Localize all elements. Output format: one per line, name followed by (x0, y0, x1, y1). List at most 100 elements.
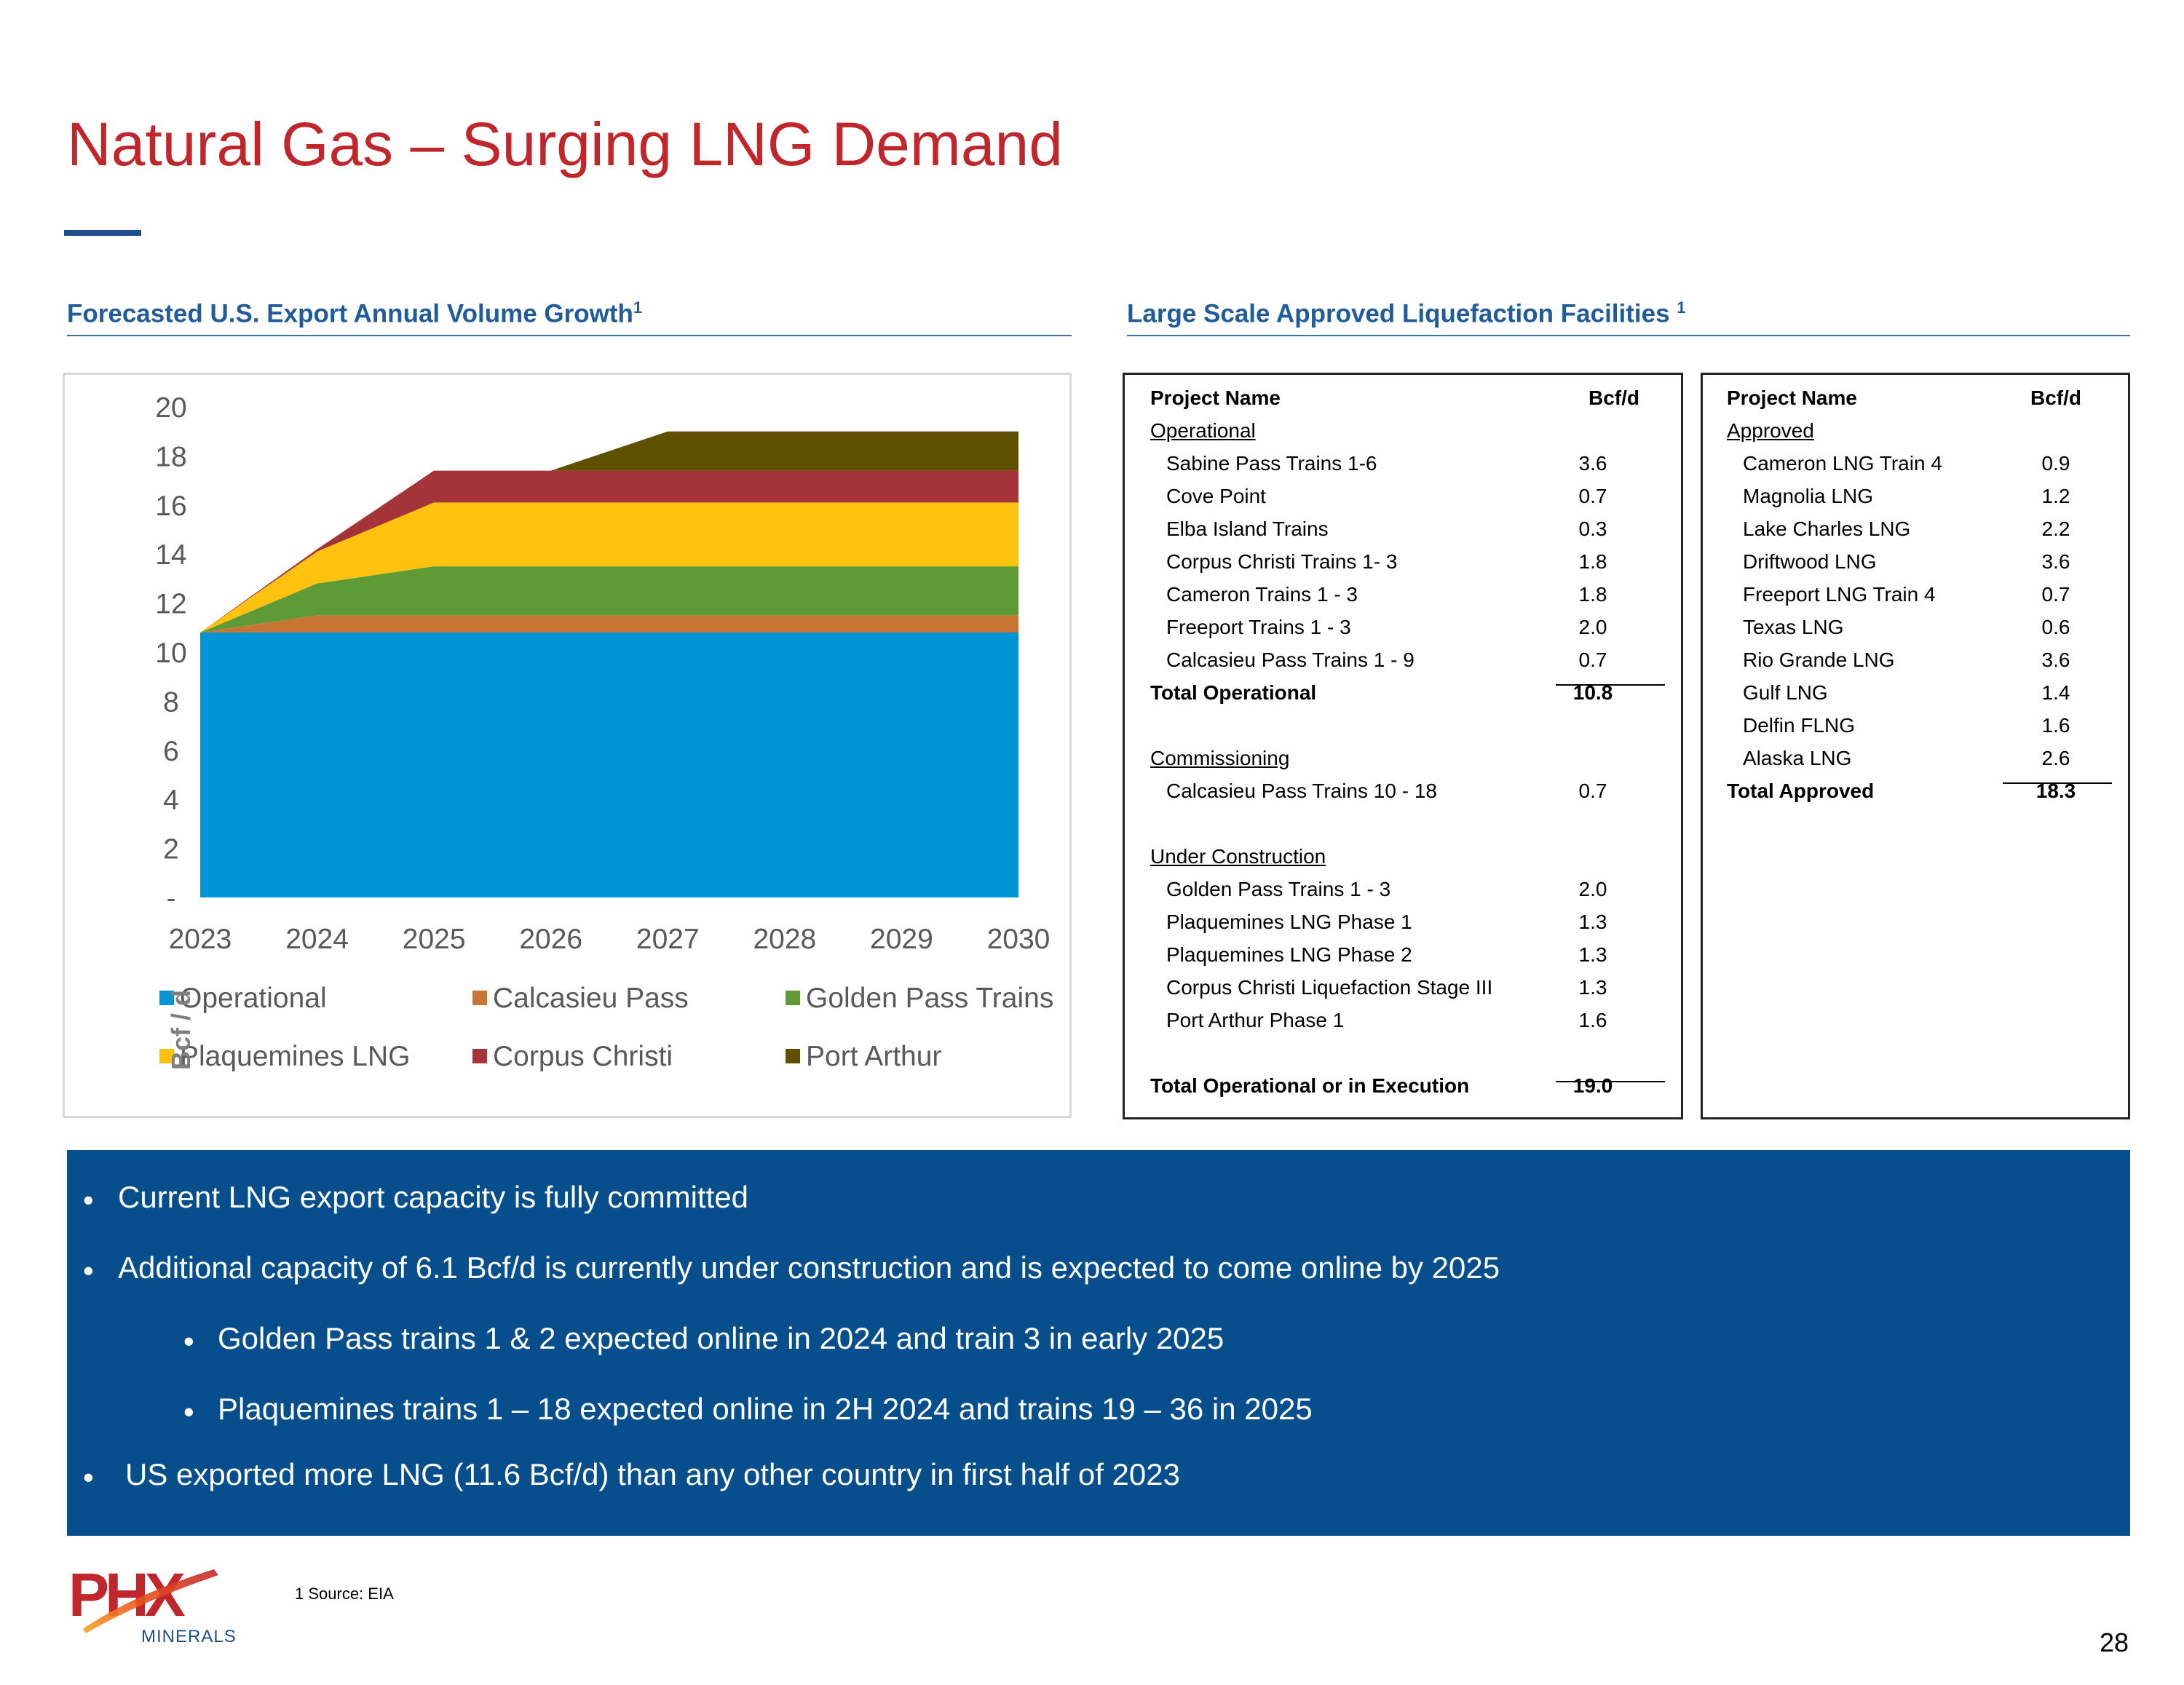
legend-swatch (159, 991, 174, 1005)
total-approved-label: Total Approved (1727, 780, 1875, 802)
section-commissioning: Commissioning (1150, 747, 1290, 769)
chart-section-title-text: Forecasted U.S. Export Annual Volume Gro… (67, 299, 633, 328)
table-row-value: 1.3 (1578, 943, 1607, 966)
x-tick-label: 2024 (285, 924, 349, 955)
total-operational-value: 10.8 (1572, 681, 1613, 704)
x-tick-label: 2027 (636, 924, 700, 955)
legend-label: Corpus Christi (493, 1041, 673, 1072)
grand-total-rule (1556, 1081, 1665, 1082)
series-area-plaquemines-lng (200, 502, 1018, 633)
y-tick-label: 10 (155, 638, 186, 669)
total-operational-label: Total Operational (1150, 681, 1317, 704)
bullet-item: Current LNG export capacity is fully com… (118, 1180, 748, 1214)
chart-panel: -2 4 6 8 10 12 14 16 18 20 2023 2024 2025 2026 2027 20… (63, 373, 1072, 1118)
table-row: Cameron LNG Train 4 (1743, 452, 1942, 475)
table-row: Gulf LNG (1743, 681, 1828, 704)
logo-mark-text: PHX (68, 1565, 186, 1629)
chart-y-ticks: - 2 4 6 8 10 12 14 16 18 20 (155, 392, 186, 914)
section-under-construction: Under Construction (1150, 845, 1326, 868)
chart-areas (200, 431, 1018, 897)
subtotal-rule (2003, 782, 2112, 784)
chart-section-title: Forecasted U.S. Export Annual Volume Gro… (67, 298, 642, 329)
table-row: Lake Charles LNG (1743, 518, 1911, 540)
chart-section-footnote-ref: 1 (633, 298, 643, 317)
legend-label: Operational (180, 983, 327, 1014)
bullet-dot: • (183, 1324, 194, 1358)
bullet-dot: • (183, 1395, 194, 1429)
y-tick-label: 20 (155, 392, 186, 424)
table-row: Texas LNG (1743, 616, 1844, 638)
series-area-operational (200, 633, 1018, 897)
col-header-project: Project Name (1150, 386, 1281, 409)
x-tick-label: 2028 (753, 924, 816, 955)
y-tick-label: 2 (163, 834, 179, 865)
page-title: Natural Gas – Surging LNG Demand (67, 110, 1063, 178)
y-tick-label: 8 (163, 686, 179, 718)
y-tick-label: 16 (155, 491, 186, 522)
legend-label: Calcasieu Pass (493, 983, 689, 1014)
table-row-value: 3.6 (2041, 550, 2070, 573)
key-points-panel: • Current LNG export capacity is fully c… (67, 1150, 2130, 1536)
bullet-subitem: Golden Pass trains 1 & 2 expected online… (218, 1321, 1224, 1355)
col-header-project: Project Name (1727, 386, 1857, 409)
y-tick-label: 12 (155, 589, 186, 620)
subtotal-rule (1556, 684, 1665, 686)
series-area-golden-pass-trains (200, 566, 1018, 633)
table-row: Corpus Christi Liquefaction Stage III (1166, 976, 1493, 999)
table-row-value: 3.6 (2041, 649, 2070, 671)
x-tick-label: 2025 (403, 924, 466, 955)
table-row: Plaquemines LNG Phase 1 (1166, 911, 1412, 933)
table-row: Cameron Trains 1 - 3 (1166, 583, 1358, 606)
chart-section-rule (67, 335, 1072, 336)
y-tick-label: 6 (163, 736, 179, 767)
x-tick-label: 2029 (870, 924, 933, 955)
table-row-value: 2.6 (2041, 747, 2070, 769)
bullet-dot: • (83, 1460, 94, 1494)
series-area-port-arthur (200, 431, 1018, 633)
legend-swatch (786, 991, 800, 1005)
table-row-value: 2.0 (1578, 878, 1607, 900)
page-number: 28 (2100, 1627, 2129, 1657)
facilities-table-approved: Project Name Bcf/d Approved Cameron LNG … (1701, 373, 2130, 1119)
table-section-rule (1127, 335, 2130, 336)
grand-total-value: 19.0 (1572, 1074, 1613, 1097)
table-row-value: 0.9 (2041, 452, 2070, 475)
legend-label: Port Arthur (806, 1041, 941, 1072)
table-row-value: 0.3 (1578, 518, 1607, 540)
facilities-table-operational: Project Name Bcf/d Operational Sabine Pa… (1123, 373, 1683, 1119)
col-header-bcfd: Bcf/d (1588, 386, 1639, 409)
table-row: Cove Point (1166, 485, 1266, 507)
logo-subtitle: MINERALS (141, 1627, 237, 1645)
table-row-value: 0.7 (2041, 583, 2070, 606)
section-operational: Operational (1150, 419, 1256, 442)
table-section-title: Large Scale Approved Liquefaction Facili… (1127, 298, 1686, 329)
table-row-value: 1.6 (2041, 714, 2070, 737)
col-header-bcfd: Bcf/d (2030, 386, 2081, 409)
table-row-value: 0.6 (2041, 616, 2070, 638)
table-row-value: 1.8 (1578, 583, 1607, 606)
company-logo: PHX MINERALS (68, 1561, 250, 1646)
table-row-value: 0.7 (1578, 649, 1607, 671)
legend-swatch (472, 991, 487, 1005)
table-row: Elba Island Trains (1166, 518, 1329, 540)
table-row: Magnolia LNG (1743, 485, 1873, 507)
bullet-dot: • (83, 1253, 94, 1288)
series-area-calcasieu-pass (200, 615, 1018, 633)
table-row-value: 0.7 (1578, 780, 1607, 802)
table-row-value: 1.6 (1578, 1009, 1607, 1031)
table-row: Golden Pass Trains 1 - 3 (1166, 878, 1391, 900)
x-tick-label: 2023 (169, 924, 232, 955)
chart-y-axis-label: Bcf / d (166, 990, 196, 1070)
legend-label: Plaquemines LNG (180, 1041, 411, 1072)
table-section-title-text: Large Scale Approved Liquefaction Facili… (1127, 299, 1670, 328)
section-approved: Approved (1727, 419, 1814, 442)
source-footnote: 1 Source: EIA (295, 1585, 394, 1603)
table-row: Rio Grande LNG (1743, 649, 1895, 671)
bullet-item: Additional capacity of 6.1 Bcf/d is curr… (118, 1250, 1500, 1285)
table-row: Sabine Pass Trains 1-6 (1166, 452, 1377, 475)
series-area-corpus-christi (200, 470, 1018, 633)
legend-swatch (472, 1049, 487, 1063)
grand-total-label: Total Operational or in Execution (1150, 1074, 1470, 1097)
table-row-value: 2.0 (1578, 616, 1607, 638)
